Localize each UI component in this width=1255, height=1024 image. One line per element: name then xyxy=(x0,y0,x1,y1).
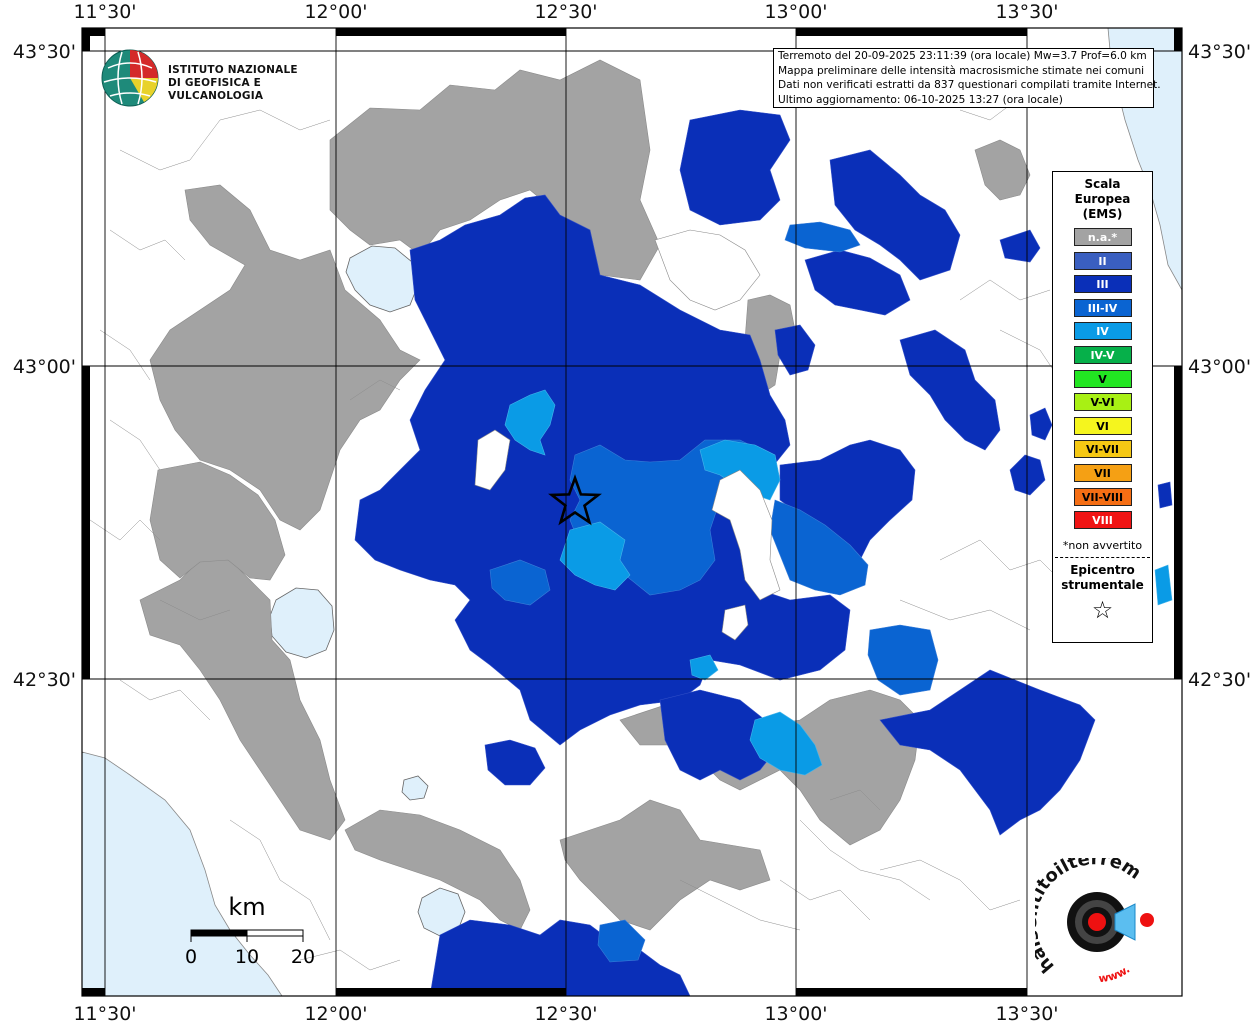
white-areas xyxy=(474,229,781,641)
logo-line-1: ISTITUTO NAZIONALE xyxy=(168,64,298,76)
legend-title: Scala Europea (EMS) xyxy=(1053,177,1152,222)
haisentito-www: www. xyxy=(1098,963,1133,986)
legend-separator xyxy=(1055,557,1150,559)
legend-title-3: (EMS) xyxy=(1082,207,1123,221)
scale-label-20: 20 xyxy=(291,946,315,968)
map-frame xyxy=(81,27,1183,997)
scale-label-0: 0 xyxy=(185,946,197,968)
epicenter-star-icon xyxy=(548,474,602,526)
ems-legend: Scala Europea (EMS) n.a.* II III III-IV IV IV… xyxy=(1052,171,1153,643)
legend-epicenter-line-2: strumentale xyxy=(1061,578,1144,593)
lon-tick-top-4: 13°00' xyxy=(764,1,827,23)
scale-unit: km xyxy=(228,893,265,921)
scale-bar xyxy=(190,929,304,942)
legend-note: *non avvertito xyxy=(1062,539,1143,553)
legend-epicenter-line-1: Epicentro xyxy=(1070,563,1135,578)
legend-item: III xyxy=(1073,275,1132,294)
lat-tick-right-1: 43°30' xyxy=(1188,41,1251,63)
lon-tick-top-5: 13°30' xyxy=(995,1,1058,23)
lon-tick-top-2: 12°00' xyxy=(304,1,367,23)
ingv-logo: ISTITUTO NAZIONALE DI GEOFISICA E VULCAN… xyxy=(100,48,320,108)
lat-tick-right-3: 42°30' xyxy=(1188,669,1251,691)
ingv-globe-icon xyxy=(101,49,159,107)
legend-item: V xyxy=(1073,369,1132,388)
event-info-line-2: Mappa preliminare delle intensità macros… xyxy=(778,64,1145,77)
lake-trasimeno xyxy=(345,245,419,313)
lat-tick-left-2: 43°00' xyxy=(13,356,76,378)
lat-tick-right-2: 43°00' xyxy=(1188,356,1251,378)
lake-vico xyxy=(401,775,429,801)
event-info-line-1: Terremoto del 20-09-2025 23:11:39 (ora l… xyxy=(778,50,1147,62)
legend-item: VI-VII xyxy=(1073,440,1132,459)
legend-item: III-IV xyxy=(1073,298,1132,317)
legend-item: IV-V xyxy=(1073,345,1132,364)
event-info-line-3: Dati non verificati estratti da 837 ques… xyxy=(778,79,1161,91)
legend-item: VIII xyxy=(1073,511,1132,530)
logo-line-2: DI GEOFISICA E VULCANOLOGIA xyxy=(168,77,264,102)
legend-title-1: Scala xyxy=(1084,177,1121,191)
commune-borders xyxy=(89,59,1071,971)
lon-tick-bottom-4: 13°00' xyxy=(764,1003,827,1024)
legend-item: IV xyxy=(1073,322,1132,341)
scale-label-10: 10 xyxy=(235,946,259,968)
legend-title-2: Europea xyxy=(1074,192,1131,206)
lon-tick-bottom-1: 11°30' xyxy=(73,1003,136,1024)
lat-tick-left-3: 42°30' xyxy=(13,669,76,691)
lon-tick-bottom-3: 12°30' xyxy=(534,1003,597,1024)
legend-items: n.a.* II III III-IV IV IV-V V V-VI VI VI-VII VII VI… xyxy=(1053,228,1152,530)
lon-tick-bottom-2: 12°00' xyxy=(304,1003,367,1024)
legend-item: VII xyxy=(1073,463,1132,482)
lon-tick-bottom-5: 13°30' xyxy=(995,1003,1058,1024)
legend-star-icon: ☆ xyxy=(1091,596,1114,625)
lat-tick-left-1: 43°30' xyxy=(13,41,76,63)
legend-item: VI xyxy=(1073,416,1132,435)
legend-item: V-VI xyxy=(1073,393,1132,412)
legend-item: II xyxy=(1073,251,1132,270)
legend-epicenter-label: Epicentro strumentale xyxy=(1053,563,1152,593)
lon-tick-top-3: 12°30' xyxy=(534,1,597,23)
lon-tick-top-1: 11°30' xyxy=(73,1,136,23)
legend-item: VII-VIII xyxy=(1073,487,1132,506)
haisentito-badge-icon: haisentitoilterremoto.it www. xyxy=(1020,842,1154,986)
event-info-box: Terremoto del 20-09-2025 23:11:39 (ora l… xyxy=(773,48,1161,108)
event-info-line-4: Ultimo aggiornamento: 06-10-2025 13:27 (… xyxy=(778,93,1063,106)
haisentito-logo: haisentitoilterremoto.it www. xyxy=(1020,842,1165,988)
svg-text:www.: www. xyxy=(1098,963,1133,986)
legend-item: n.a.* xyxy=(1073,228,1132,246)
